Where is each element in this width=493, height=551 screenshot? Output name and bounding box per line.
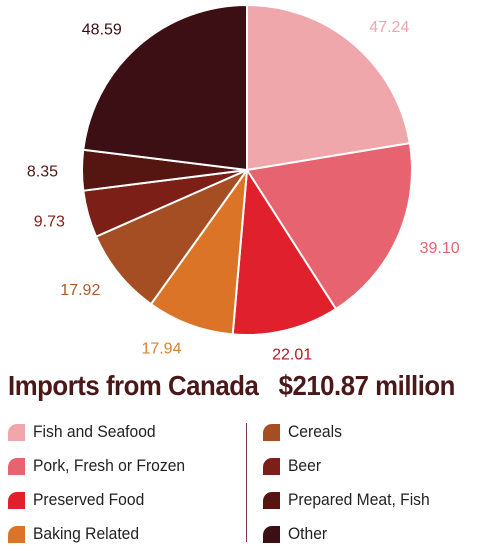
legend-column-left: Fish and Seafood Pork, Fresh or Frozen P… xyxy=(8,415,198,551)
legend-swatch xyxy=(8,525,25,543)
slice-value-label: 8.35 xyxy=(27,163,58,180)
pie-slices xyxy=(81,4,413,336)
pie-slice-preserved-food xyxy=(231,169,337,336)
legend-label: Prepared Meat, Fish xyxy=(288,490,430,509)
legend-swatch xyxy=(263,423,280,441)
legend-label: Pork, Fresh or Frozen xyxy=(33,456,186,475)
legend-swatch xyxy=(8,423,25,441)
legend-label: Cereals xyxy=(288,422,342,441)
pie-slice-other xyxy=(82,4,248,171)
pie-slice-cereals xyxy=(95,169,248,306)
legend-item-preserved-food: Preserved Food xyxy=(8,483,198,517)
slice-value-label: 48.59 xyxy=(82,21,122,38)
legend-item-other: Other xyxy=(263,517,442,551)
slice-value-label: 39.10 xyxy=(420,240,460,257)
legend-item-fish-and-seafood: Fish and Seafood xyxy=(8,415,198,449)
legend-item-baking-related: Baking Related xyxy=(8,517,198,551)
slice-value-label: 47.24 xyxy=(369,19,409,36)
legend-swatch xyxy=(8,457,25,475)
legend-swatch xyxy=(263,491,280,509)
slice-value-label: 22.01 xyxy=(272,347,312,364)
legend-label: Preserved Food xyxy=(33,490,145,509)
legend-label: Beer xyxy=(288,456,322,475)
legend-label: Other xyxy=(288,524,328,543)
slice-value-labels: 47.24 39.10 22.01 17.94 17.92 9.73 8.35 48.59 xyxy=(27,19,460,364)
legend-item-pork: Pork, Fresh or Frozen xyxy=(8,449,198,483)
slice-value-label: 17.94 xyxy=(141,340,181,357)
slice-value-label: 9.73 xyxy=(34,214,65,231)
legend-item-prepared-meat-fish: Prepared Meat, Fish xyxy=(263,483,442,517)
legend-swatch xyxy=(8,491,25,509)
legend: Fish and Seafood Pork, Fresh or Frozen P… xyxy=(8,415,493,543)
pie-slice-baking-related xyxy=(149,169,248,336)
legend-item-cereals: Cereals xyxy=(263,415,442,449)
legend-label: Fish and Seafood xyxy=(33,422,156,441)
pie-chart: 47.24 39.10 22.01 17.94 17.92 9.73 8.35 48.59 xyxy=(27,4,460,364)
pie-slice-pork-fresh-or-frozen xyxy=(246,142,413,310)
legend-swatch xyxy=(263,457,280,475)
legend-swatch xyxy=(263,525,280,543)
chart-title-text: Imports from Canada xyxy=(8,370,259,401)
chart-title: Imports from Canada $210.87 million xyxy=(8,368,456,404)
legend-divider xyxy=(246,423,247,542)
legend-item-beer: Beer xyxy=(263,449,442,483)
total-amount: $210.87 million xyxy=(278,370,456,401)
slice-value-label: 17.92 xyxy=(60,282,100,299)
pie-slice-fish-and-seafood xyxy=(246,4,411,171)
legend-column-right: Cereals Beer Prepared Meat, Fish Other xyxy=(263,415,442,551)
legend-label: Baking Related xyxy=(33,524,140,543)
